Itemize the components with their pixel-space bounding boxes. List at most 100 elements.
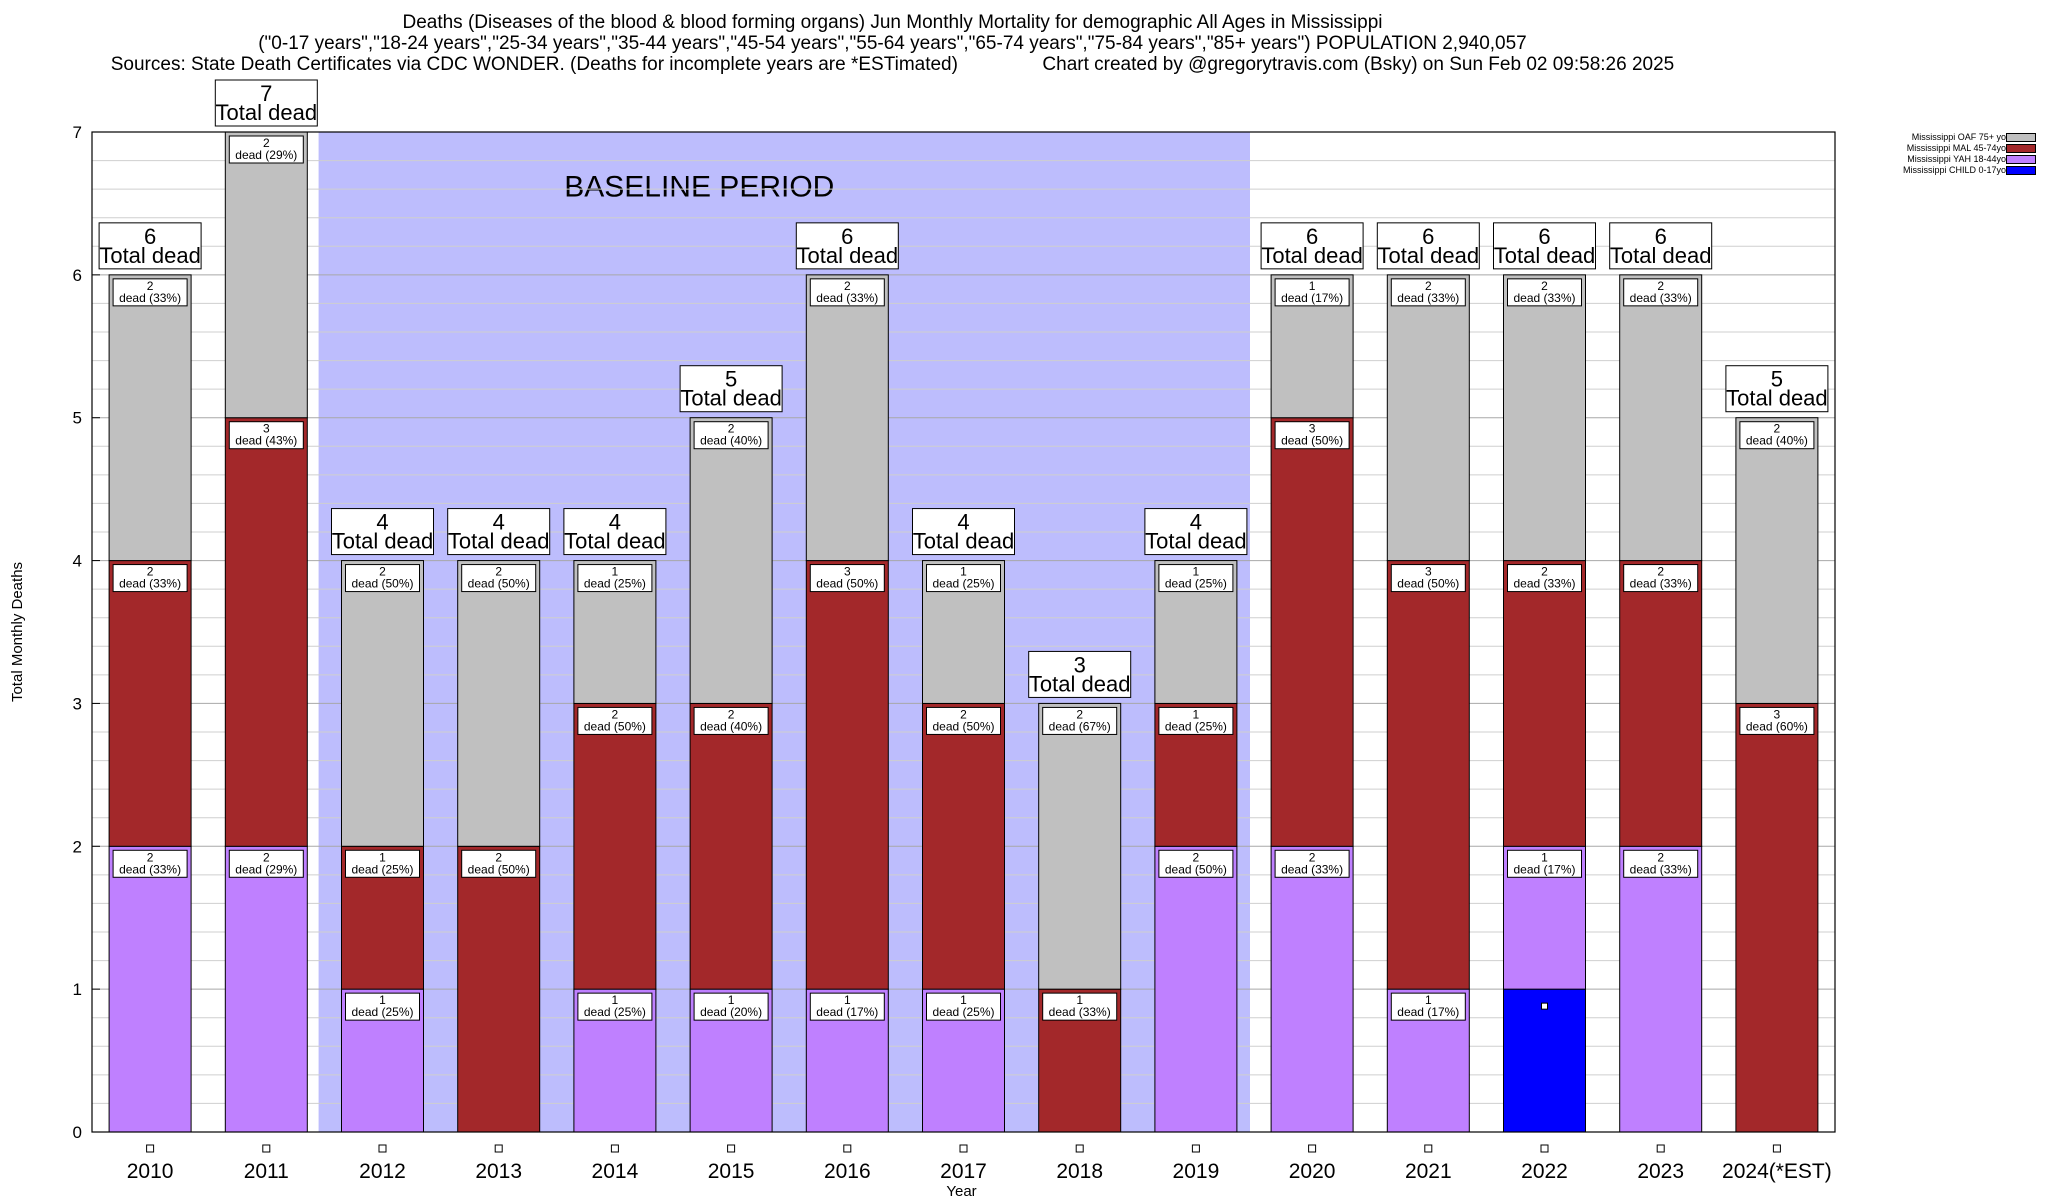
segment-label-value: 2 — [379, 565, 386, 579]
segment-label-text: dead (25%) — [351, 1005, 413, 1019]
segment-label-text: dead (33%) — [119, 291, 181, 305]
segment-label-text: dead (25%) — [584, 1005, 646, 1019]
segment-label-text: dead (17%) — [1281, 291, 1343, 305]
segment-label-value: 2 — [612, 707, 619, 721]
segment-label-box — [693, 421, 769, 450]
legend-entry: Mississippi YAH 18-44yo — [1860, 154, 2040, 165]
segment-label-box — [693, 706, 769, 735]
total-label-box — [1493, 222, 1596, 270]
total-label-text: Total dead — [680, 386, 782, 411]
segment-label-box — [809, 278, 885, 307]
segment-label-text: dead (50%) — [468, 862, 530, 876]
segment-label-text: dead (60%) — [1746, 719, 1808, 733]
y-tick-label: 0 — [73, 1123, 82, 1142]
segment-label-box — [926, 706, 1001, 735]
segment-label-box — [809, 564, 885, 593]
legend-entry: Mississippi CHILD 0-17yo — [1860, 165, 2040, 176]
segment-label-box — [1158, 564, 1234, 593]
segment-label-value: 2 — [1425, 279, 1432, 293]
segment-label-value: 2 — [1657, 850, 1664, 864]
x-tick-label: 2016 — [824, 1160, 871, 1183]
segment-label-box — [1739, 706, 1815, 735]
segment-label-box — [345, 564, 420, 593]
segment-label-text: dead (33%) — [1630, 862, 1692, 876]
total-label-box — [447, 508, 551, 556]
segment-label-text: dead (25%) — [1165, 719, 1227, 733]
legend-swatch — [2006, 166, 2036, 175]
total-label-box — [331, 508, 434, 556]
total-label-value: 4 — [609, 510, 621, 535]
segment-label-box — [228, 849, 304, 878]
segment-label-box — [1390, 278, 1466, 307]
total-label-value: 4 — [493, 510, 505, 535]
segment-label-value: 1 — [844, 993, 851, 1007]
x-tick-label: 2010 — [127, 1160, 174, 1183]
segment-label-value: 1 — [960, 565, 967, 579]
x-tick-marker — [843, 1144, 852, 1153]
segment-label-text: dead (33%) — [119, 862, 181, 876]
bar-segment — [224, 131, 308, 419]
bar-segment — [1270, 845, 1354, 1133]
total-label-box — [1260, 222, 1364, 270]
x-tick-label: 2021 — [1405, 1160, 1452, 1183]
x-tick-label: 2018 — [1056, 1160, 1103, 1183]
segment-label-text: dead (33%) — [1281, 862, 1343, 876]
y-tick-label: 6 — [73, 266, 82, 285]
y-tick-label: 1 — [73, 980, 82, 999]
bar-segment — [1154, 845, 1238, 1133]
segment-label-value: 3 — [263, 422, 270, 436]
legend-label: Mississippi MAL 45-74yo — [1906, 143, 2006, 153]
total-label-box — [1028, 650, 1132, 698]
segment-label-value: 3 — [1309, 422, 1316, 436]
chart-subtitle-demographics: ("0-17 years","18-24 years","25-34 years… — [258, 33, 1527, 54]
x-tick-label: 2011 — [244, 1160, 289, 1183]
total-label-box — [679, 365, 783, 413]
segment-label-box — [112, 849, 188, 878]
segment-label-box — [345, 849, 420, 878]
segment-label-value: 3 — [844, 565, 851, 579]
segment-label-value: 2 — [1193, 850, 1200, 864]
total-label-value: 3 — [1074, 652, 1086, 677]
bar-segment — [341, 560, 424, 847]
y-tick-label: 2 — [73, 837, 82, 856]
x-tick-label: 2024(*EST) — [1722, 1160, 1832, 1183]
total-label-text: Total dead — [1261, 243, 1363, 268]
segment-label-text: dead (40%) — [1746, 434, 1808, 448]
total-label-value: 4 — [957, 510, 969, 535]
segment-label-text: dead (17%) — [816, 1005, 878, 1019]
bar-segment — [1503, 560, 1586, 847]
segment-label-value: 2 — [495, 565, 502, 579]
segment-label-text: dead (20%) — [700, 1005, 762, 1019]
bar-segment — [1619, 845, 1703, 1133]
x-tick-marker — [378, 1144, 387, 1153]
total-label-text: Total dead — [797, 243, 899, 268]
segment-label-text: dead (33%) — [1513, 577, 1575, 591]
total-label-value: 4 — [376, 510, 388, 535]
bar-segment — [1619, 560, 1703, 847]
total-label-value: 5 — [1771, 367, 1783, 392]
segment-label-value: 1 — [1309, 279, 1316, 293]
chart-legend: Mississippi OAF 75+ yo Mississippi MAL 45… — [1860, 132, 2040, 176]
segment-label-value: 3 — [1774, 707, 1781, 721]
segment-label-box — [1274, 421, 1350, 450]
x-tick-marker — [1772, 1144, 1781, 1153]
segment-label-value: 2 — [1309, 850, 1316, 864]
segment-label-text: dead (33%) — [1049, 1005, 1111, 1019]
segment-label-value: 2 — [495, 850, 502, 864]
segment-label-box — [809, 992, 885, 1021]
segment-label-value: 1 — [379, 993, 386, 1007]
bar-segment — [1735, 417, 1819, 704]
segment-label-text: dead (29%) — [235, 148, 297, 162]
segment-label-text: dead (50%) — [1165, 862, 1227, 876]
segment-label-text: dead (33%) — [1513, 291, 1575, 305]
x-tick-label: 2019 — [1173, 1160, 1220, 1183]
segment-label-box — [461, 564, 537, 593]
segment-label-value: 2 — [1657, 279, 1664, 293]
segment-label-text: dead (50%) — [1281, 434, 1343, 448]
x-tick-label: 2015 — [708, 1160, 755, 1183]
bar-segment — [1270, 417, 1354, 847]
segment-label-box — [461, 849, 537, 878]
total-label-value: 6 — [1422, 224, 1434, 249]
total-label-value: 6 — [1538, 224, 1550, 249]
legend-swatch — [2006, 144, 2036, 153]
